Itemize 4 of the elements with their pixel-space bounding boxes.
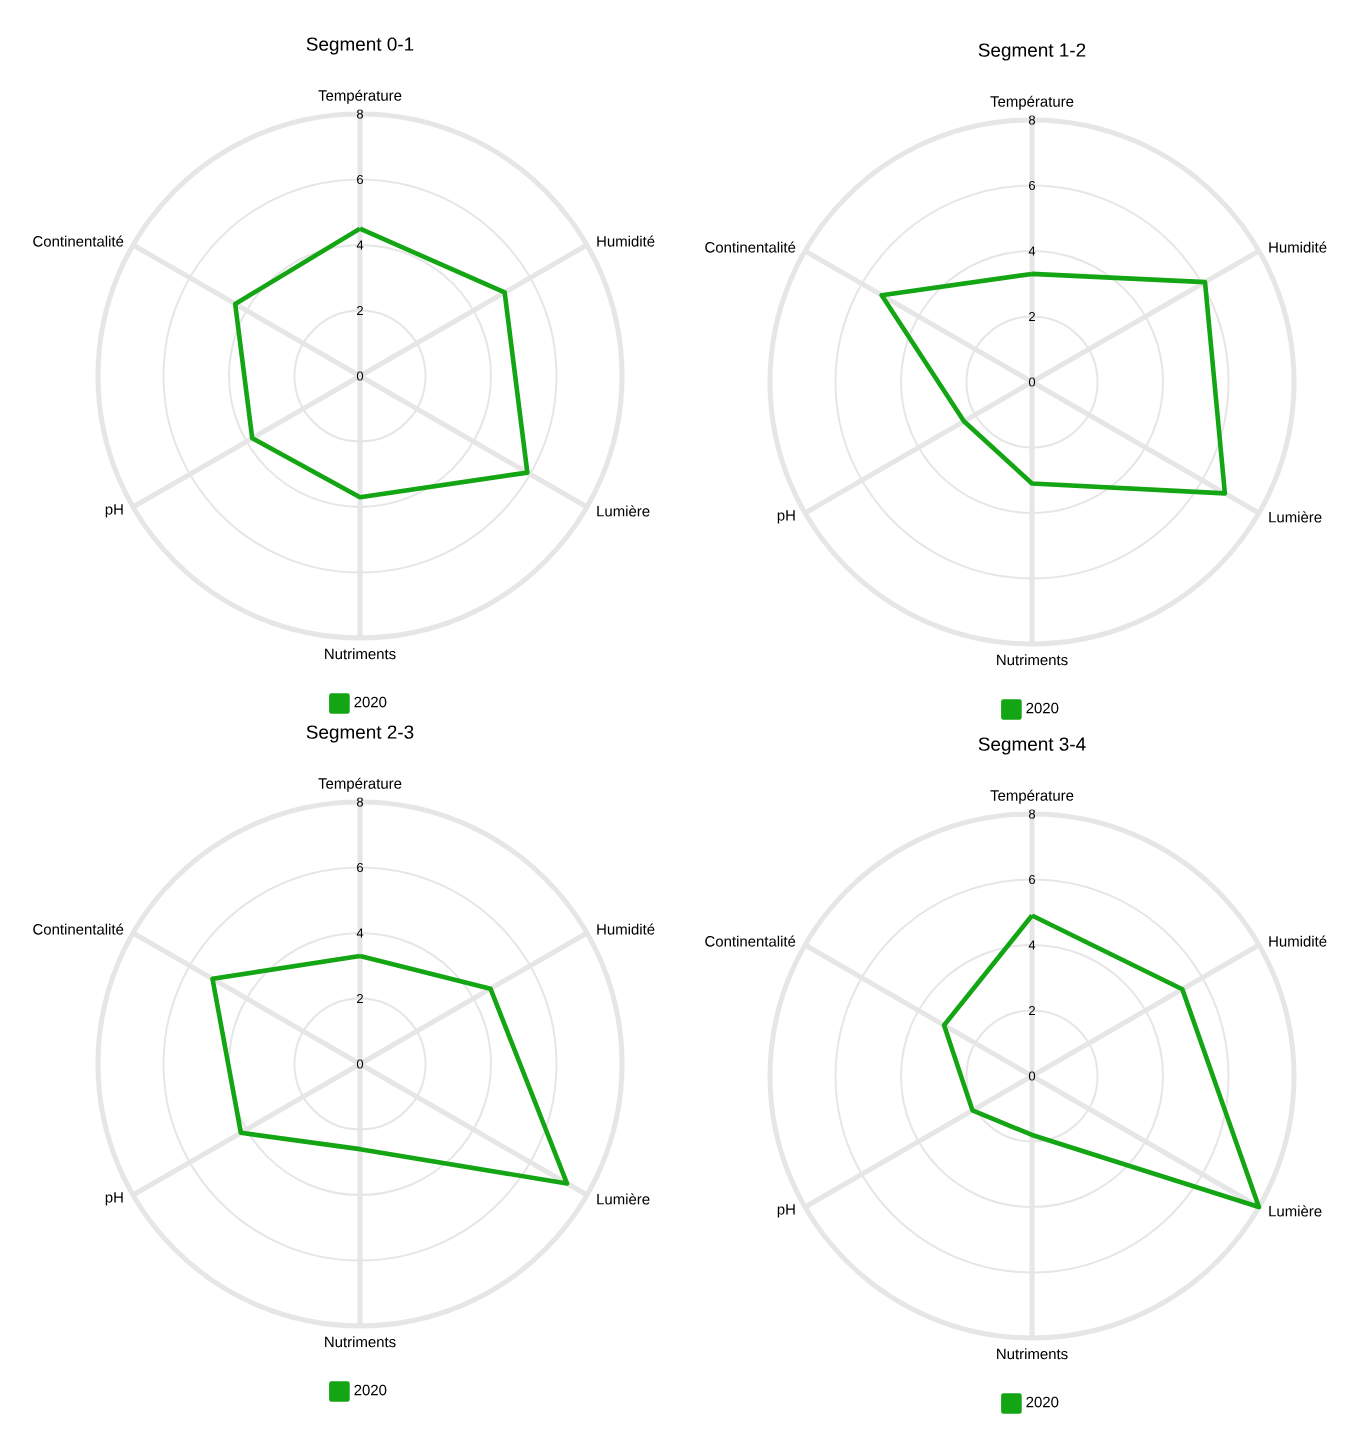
chart-title: Segment 1-2 xyxy=(978,43,1086,61)
chart-title: Segment 2-3 xyxy=(306,725,414,743)
chart-title: Segment 0-1 xyxy=(306,37,414,55)
chart-title: Segment 3-4 xyxy=(978,737,1086,755)
